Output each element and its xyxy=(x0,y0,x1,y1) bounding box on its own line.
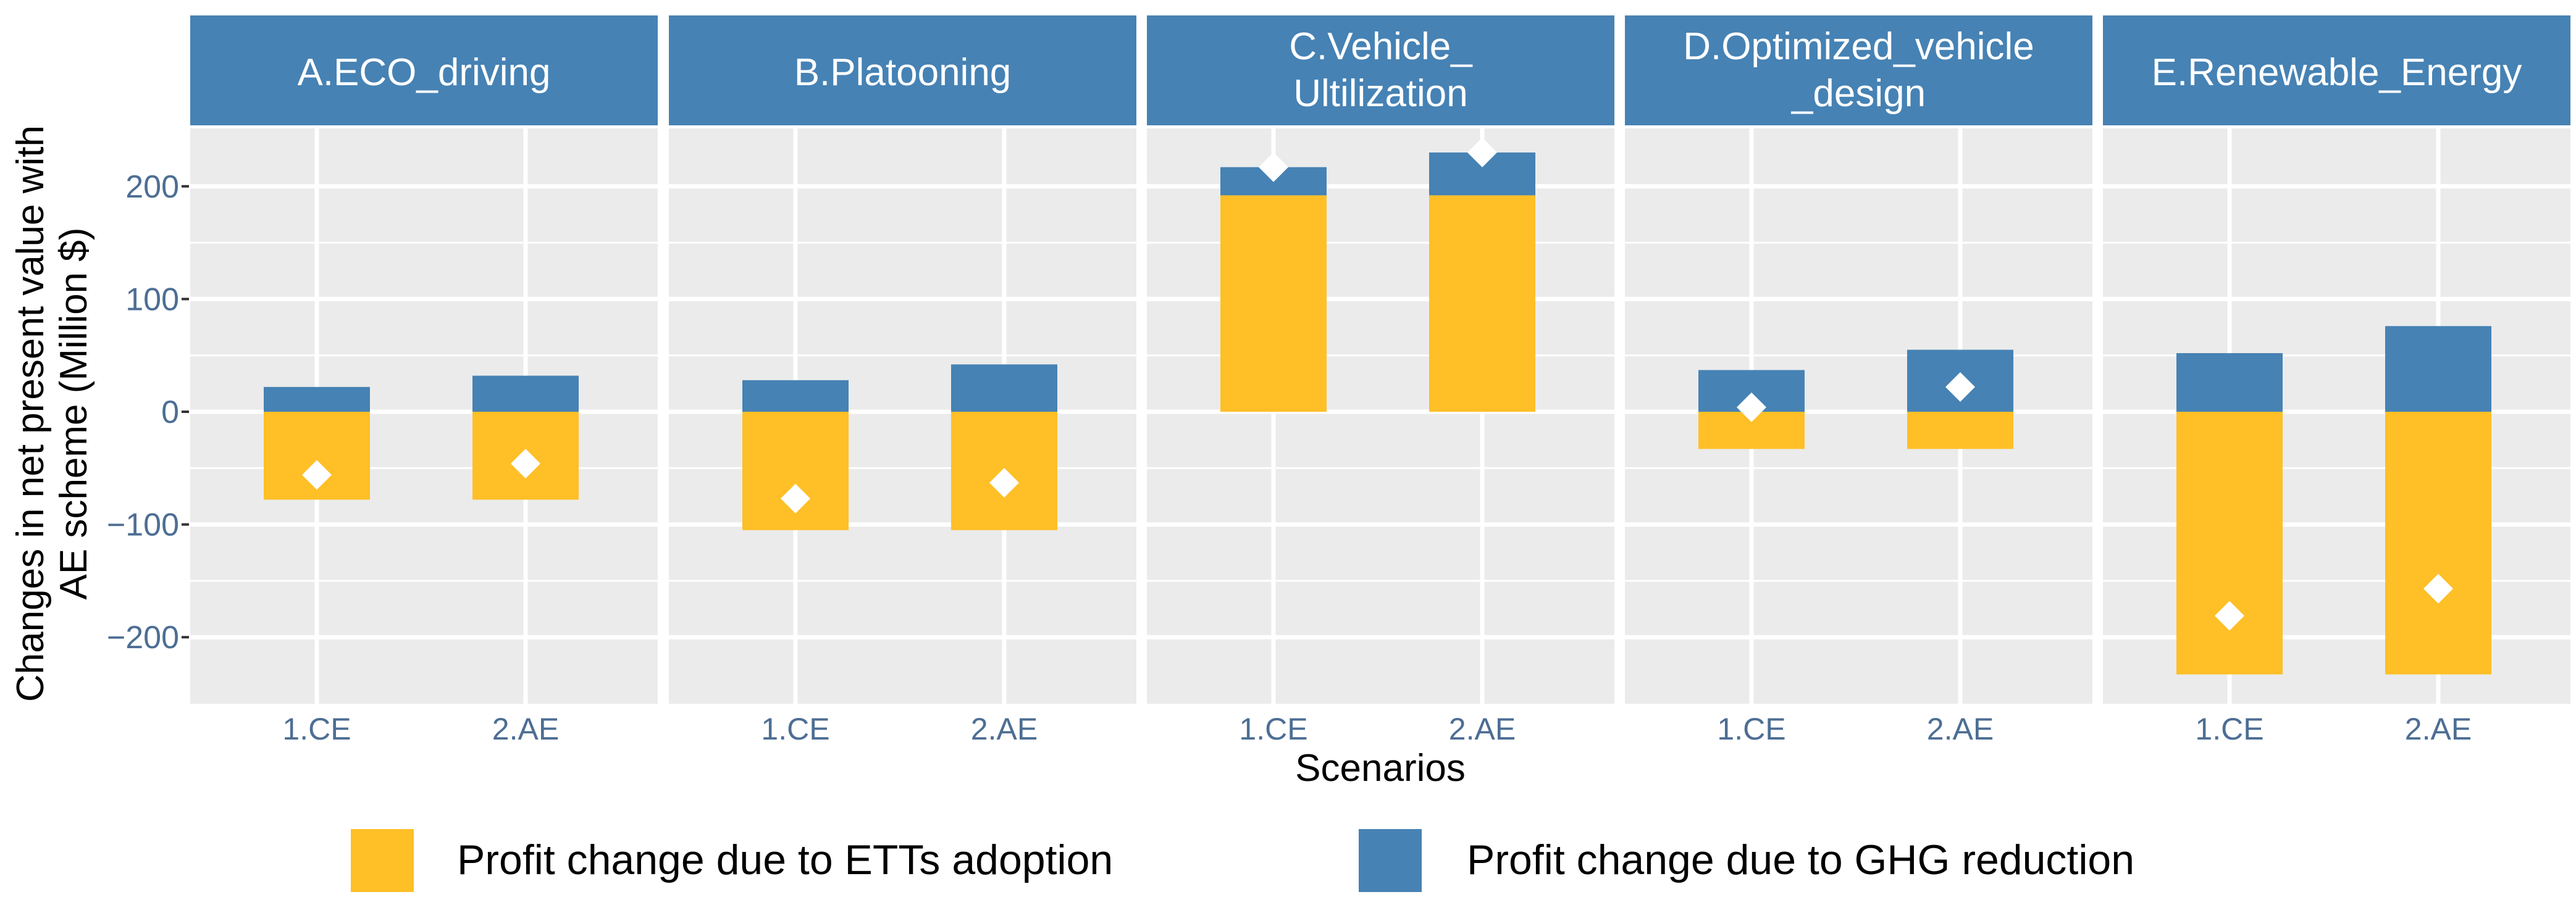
x-tick-label: 2.AE xyxy=(1927,712,1994,746)
bar-ghg xyxy=(742,380,849,412)
net-value-marker xyxy=(302,460,332,490)
x-tick-label: 2.AE xyxy=(971,712,1038,746)
net-value-marker xyxy=(1259,152,1288,182)
x-tick-label: 2.AE xyxy=(2405,712,2472,746)
y-axis-title-line-2: AE scheme (Million $) xyxy=(52,228,95,600)
net-value-marker xyxy=(2423,573,2453,604)
facet-strip xyxy=(190,15,658,125)
x-tick-label: 1.CE xyxy=(761,712,829,746)
y-tick-label: −100 xyxy=(107,507,179,543)
bar-ett xyxy=(2176,412,2283,675)
legend-label: Profit change due to ETTs adoption xyxy=(457,836,1113,883)
bar-ghg xyxy=(2385,326,2491,412)
bar-ghg xyxy=(264,386,370,412)
y-tick-label: 200 xyxy=(125,169,179,205)
x-tick-label: 1.CE xyxy=(282,712,351,746)
bar-ett xyxy=(1907,412,2013,449)
y-axis: −200 −100 0 100 200 xyxy=(107,169,189,656)
facet-title: C.Vehicle_ xyxy=(1289,25,1473,68)
net-value-marker xyxy=(989,468,1019,498)
bar-ett xyxy=(1429,195,1535,412)
y-axis-title-line-1: Changes in net present value with xyxy=(9,125,52,702)
panel-background xyxy=(190,128,658,704)
panel-background xyxy=(1147,128,1614,704)
legend-swatch xyxy=(1359,829,1422,892)
bar-ghg xyxy=(2176,353,2283,412)
net-value-marker xyxy=(511,448,540,478)
facet-title: E.Renewable_Energy xyxy=(2152,51,2522,94)
facet-strip xyxy=(1147,15,1614,125)
net-value-marker xyxy=(1737,392,1766,422)
y-tick-label: 0 xyxy=(161,394,179,430)
panel-background xyxy=(2103,128,2570,704)
x-tick-label: 1.CE xyxy=(2195,712,2263,746)
net-value-marker xyxy=(1945,372,1975,402)
bar-ett xyxy=(2385,412,2491,675)
legend-label: Profit change due to GHG reduction xyxy=(1467,836,2134,883)
facet-title: _design xyxy=(1791,72,1926,115)
panel-background xyxy=(1625,128,2092,704)
facet-panel: D.Optimized_vehicle_design 1.CE 2.AE xyxy=(1625,15,2092,746)
facet-title: A.ECO_driving xyxy=(297,51,550,94)
bar-ett xyxy=(1220,195,1327,412)
net-value-marker xyxy=(2215,601,2244,631)
facet-strip xyxy=(1625,15,2092,125)
panel-background xyxy=(669,128,1136,704)
x-tick-label: 2.AE xyxy=(492,712,559,746)
facet-strip xyxy=(669,15,1136,125)
facet-strip xyxy=(2103,15,2570,125)
x-tick-label: 1.CE xyxy=(1239,712,1307,746)
facet-title: D.Optimized_vehicle xyxy=(1683,25,2034,68)
facet-title: B.Platooning xyxy=(794,51,1012,94)
net-value-marker xyxy=(781,483,810,514)
facet-title: Ultilization xyxy=(1293,72,1468,115)
y-tick-label: 100 xyxy=(125,282,179,317)
facet-panel: A.ECO_driving 1.CE 2.AE xyxy=(190,15,658,746)
facet-panels: A.ECO_driving 1.CE 2.AE B.Platooning 1.CE 2.A… xyxy=(190,15,2570,746)
facet-panel: B.Platooning 1.CE 2.AE xyxy=(669,15,1136,746)
bar-ghg xyxy=(951,364,1057,412)
x-tick-label: 1.CE xyxy=(1717,712,1785,746)
legend: Profit change due to ETTs adoption Profit… xyxy=(351,829,2134,892)
net-value-marker xyxy=(1467,138,1497,168)
x-tick-label: 2.AE xyxy=(1449,712,1516,746)
bar-ghg xyxy=(472,375,579,412)
y-tick-label: −200 xyxy=(107,620,179,656)
legend-swatch xyxy=(351,829,414,892)
x-axis-title: Scenarios xyxy=(1295,747,1466,790)
facet-panel: C.Vehicle_Ultilization 1.CE 2.AE xyxy=(1147,15,1614,746)
facet-panel: E.Renewable_Energy 1.CE 2.AE xyxy=(2103,15,2570,746)
